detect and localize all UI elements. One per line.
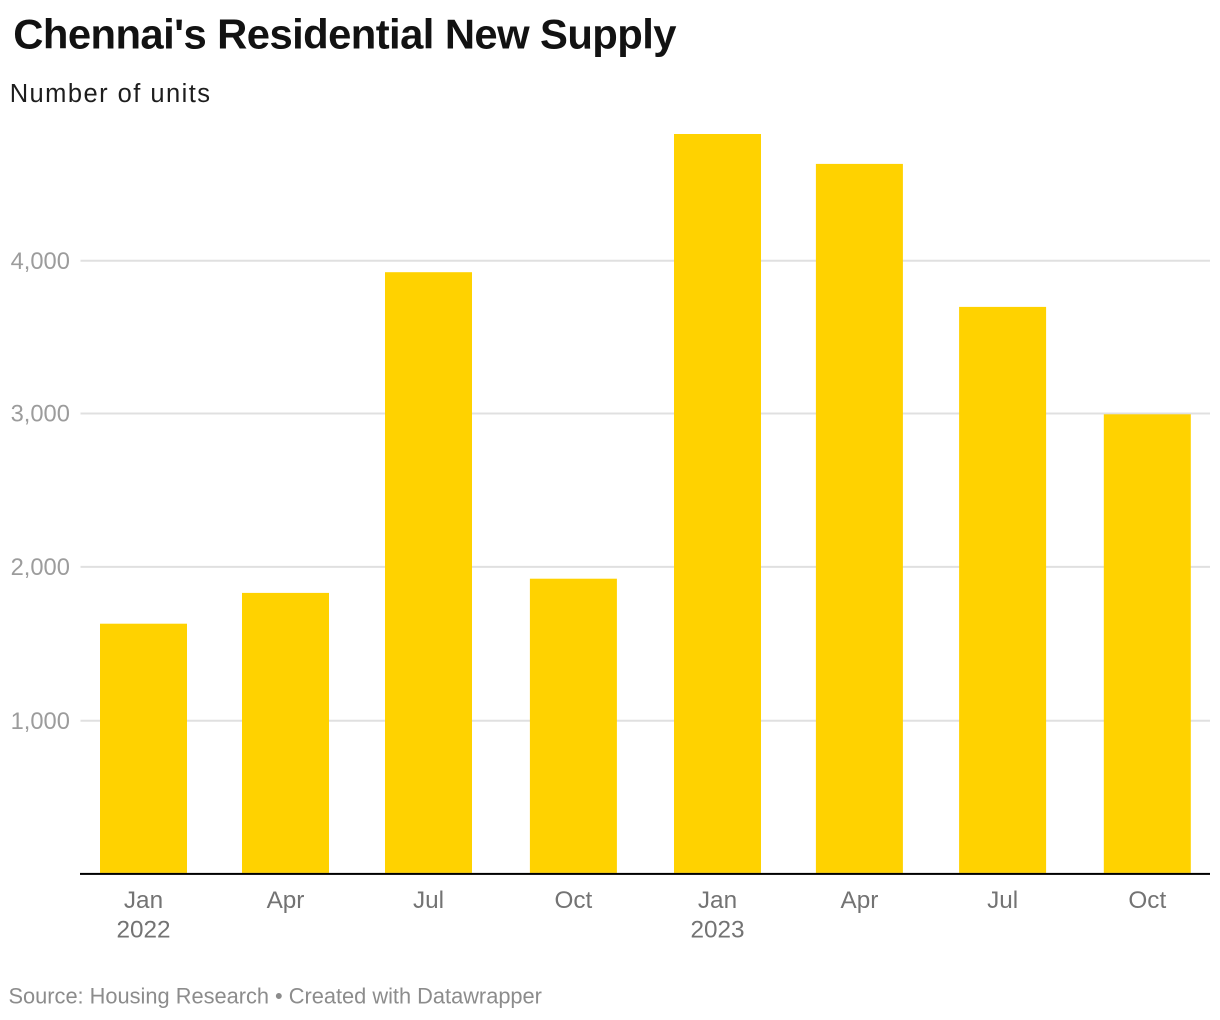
svg-text:Jan: Jan [124, 887, 163, 914]
svg-text:Source: Housing Research • Cre: Source: Housing Research • Created with … [9, 983, 542, 1008]
svg-text:Jul: Jul [987, 887, 1018, 914]
svg-text:Number of units: Number of units [10, 80, 212, 108]
svg-text:Chennai's Residential New Supp: Chennai's Residential New Supply [13, 10, 677, 57]
svg-text:Jan: Jan [698, 887, 737, 914]
svg-text:Oct: Oct [554, 887, 592, 914]
svg-text:Apr: Apr [840, 887, 878, 914]
svg-text:3,000: 3,000 [11, 402, 70, 428]
svg-text:Oct: Oct [1128, 887, 1166, 914]
svg-text:1,000: 1,000 [11, 709, 70, 735]
svg-text:4,000: 4,000 [11, 249, 70, 275]
svg-text:Apr: Apr [267, 887, 305, 914]
svg-text:2022: 2022 [116, 917, 170, 944]
svg-text:2023: 2023 [690, 917, 744, 944]
svg-text:2,000: 2,000 [11, 555, 70, 581]
svg-text:Jul: Jul [413, 887, 444, 914]
